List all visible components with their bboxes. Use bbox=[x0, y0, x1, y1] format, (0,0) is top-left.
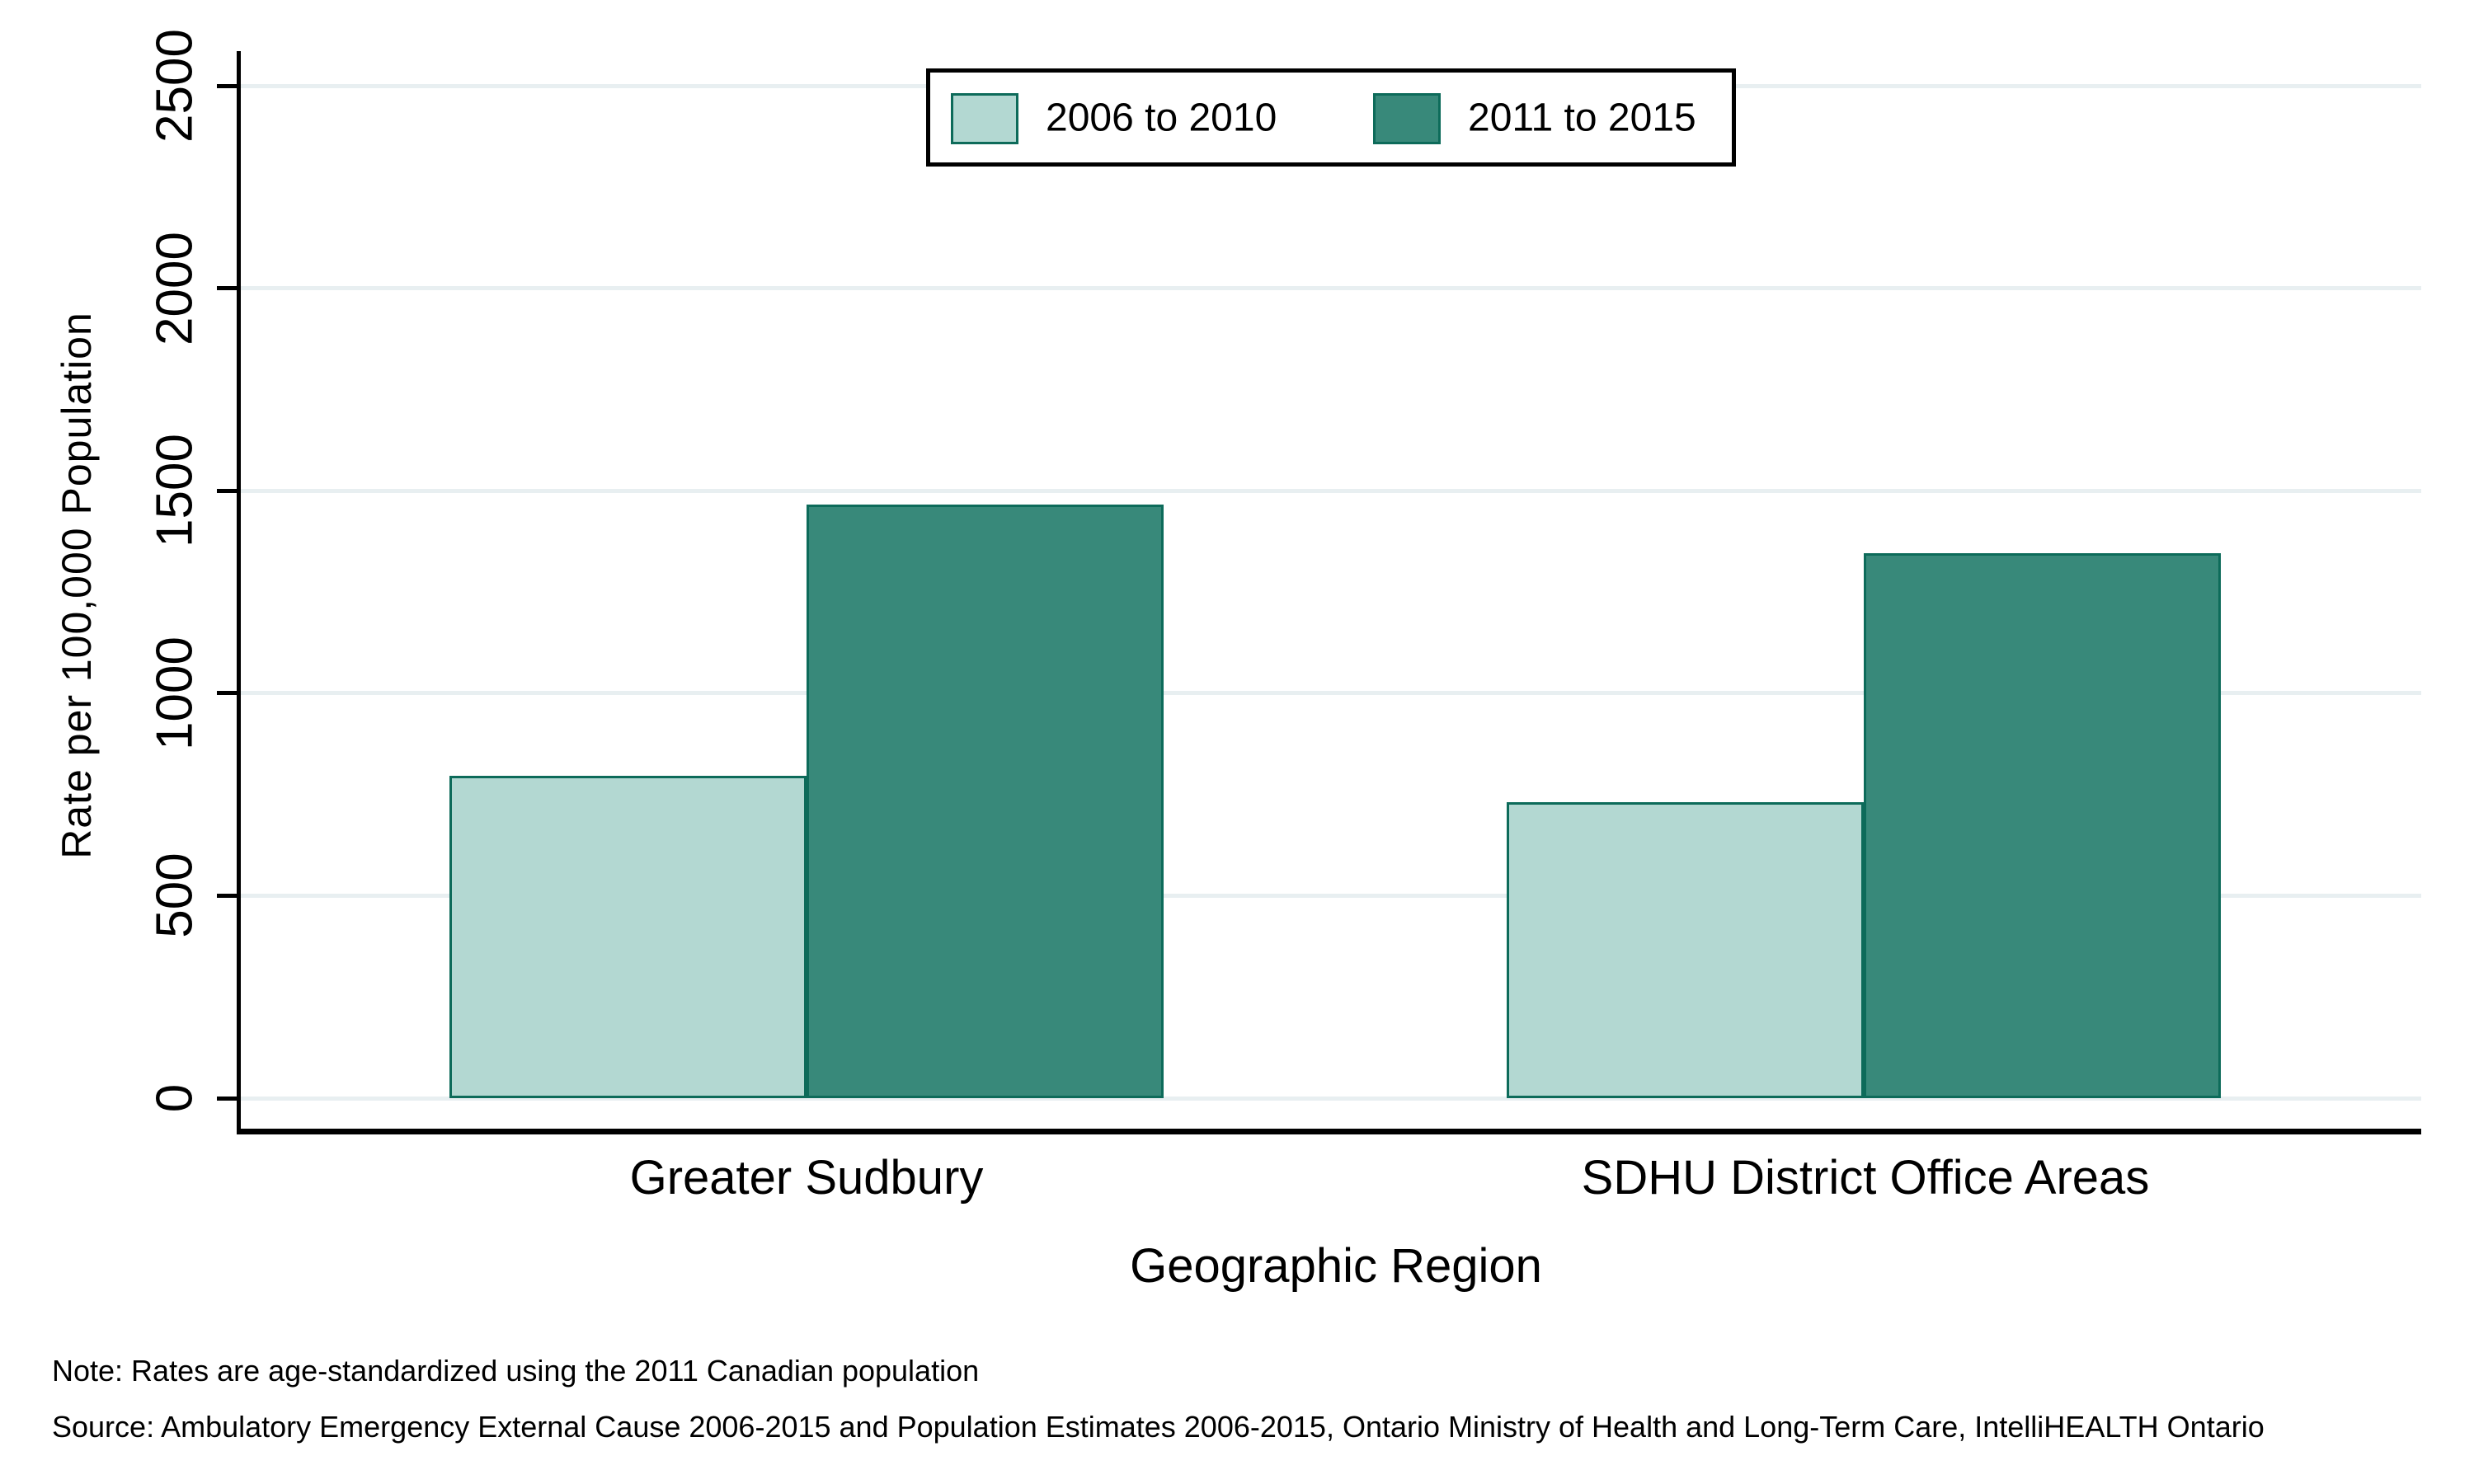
legend-label-2011-2015: 2011 to 2015 bbox=[1468, 96, 1696, 139]
y-axis-spine bbox=[237, 51, 241, 1134]
y-tick-label-1000: 1000 bbox=[146, 636, 204, 750]
gridline-1500 bbox=[238, 488, 2421, 493]
y-tick-label-2500: 2500 bbox=[146, 29, 204, 143]
legend-label-2006-2010: 2006 to 2010 bbox=[1046, 96, 1277, 139]
y-tick-label-1500: 1500 bbox=[146, 434, 204, 548]
gridline-2000 bbox=[238, 286, 2421, 291]
legend-swatch-2006-2010 bbox=[951, 93, 1018, 144]
category-label-sdhu-district-office-areas: SDHU District Office Areas bbox=[1581, 1151, 2150, 1205]
bar-2006-to-2010-sdhu-district-office-areas bbox=[1507, 802, 1864, 1098]
category-label-greater-sudbury: Greater Sudbury bbox=[629, 1151, 984, 1205]
x-axis-title: Geographic Region bbox=[1130, 1239, 1542, 1293]
legend: 2006 to 2010 2011 to 2015 bbox=[926, 68, 1736, 167]
bar-2011-to-2015-greater-sudbury bbox=[807, 505, 1164, 1098]
y-tick-500 bbox=[217, 893, 238, 898]
x-axis-line bbox=[237, 1129, 2421, 1134]
y-tick-label-500: 500 bbox=[146, 852, 204, 939]
y-tick-2000 bbox=[217, 286, 238, 291]
y-tick-1000 bbox=[217, 691, 238, 696]
note-text: Note: Rates are age-standardized using t… bbox=[52, 1354, 980, 1388]
y-tick-1500 bbox=[217, 488, 238, 493]
gridline-500 bbox=[238, 893, 2421, 898]
bar-2011-to-2015-sdhu-district-office-areas bbox=[1864, 553, 2221, 1098]
y-tick-2500 bbox=[217, 83, 238, 88]
y-tick-0 bbox=[217, 1096, 238, 1101]
source-text: Source: Ambulatory Emergency External Ca… bbox=[52, 1410, 2265, 1444]
y-tick-label-0: 0 bbox=[146, 1083, 204, 1113]
gridline-1000 bbox=[238, 691, 2421, 696]
bar-2006-to-2010-greater-sudbury bbox=[449, 776, 807, 1098]
gridline-0 bbox=[238, 1096, 2421, 1101]
legend-swatch-2011-2015 bbox=[1373, 93, 1441, 144]
y-tick-label-2000: 2000 bbox=[146, 231, 204, 345]
y-axis-title: Rate per 100,000 Population bbox=[54, 312, 100, 859]
